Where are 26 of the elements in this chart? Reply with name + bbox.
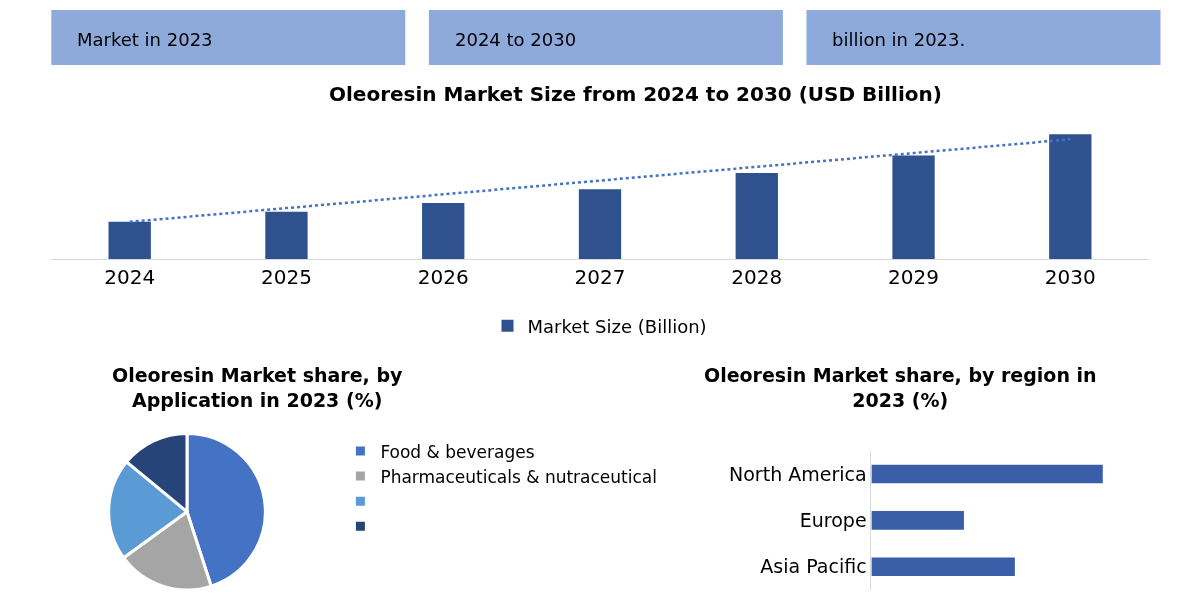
y-tick-label: Europe bbox=[799, 509, 867, 532]
bar bbox=[892, 155, 935, 260]
bar bbox=[735, 173, 778, 260]
chart-title: Oleoresin Market share, by region in 2023 (%) bbox=[704, 364, 1097, 411]
legend-label: Pharmaceuticals & nutraceutical bbox=[380, 466, 657, 487]
bar bbox=[108, 221, 151, 260]
legend-label: Market Size (Billion) bbox=[527, 315, 707, 337]
chart-title: Oleoresin Market Size from 2024 to 2030 (USD Billion) bbox=[329, 82, 942, 106]
x-tick-label: 2027 bbox=[574, 265, 626, 290]
bar bbox=[578, 189, 622, 260]
x-tick-label: 2026 bbox=[417, 265, 469, 290]
bar bbox=[1049, 134, 1092, 260]
x-tick-label: 2024 bbox=[104, 265, 156, 290]
x-tick-label: 2030 bbox=[1044, 265, 1096, 290]
x-tick-label: 2025 bbox=[261, 265, 312, 290]
legend-label: Food & beverages bbox=[380, 441, 535, 462]
y-tick-label: Asia Pacific bbox=[760, 555, 867, 578]
x-tick-label: 2029 bbox=[888, 265, 939, 290]
chart-title: Oleoresin Market share, by Application in 2023 (%) bbox=[112, 364, 403, 411]
bar bbox=[422, 203, 465, 260]
y-tick-label: North America bbox=[729, 462, 867, 485]
text: billion in 2023. bbox=[832, 29, 966, 50]
x-tick-label: 2028 bbox=[731, 265, 783, 290]
bar bbox=[265, 211, 308, 260]
text: Market in 2023 bbox=[77, 29, 213, 50]
text: 2024 to 2030 bbox=[455, 29, 577, 50]
